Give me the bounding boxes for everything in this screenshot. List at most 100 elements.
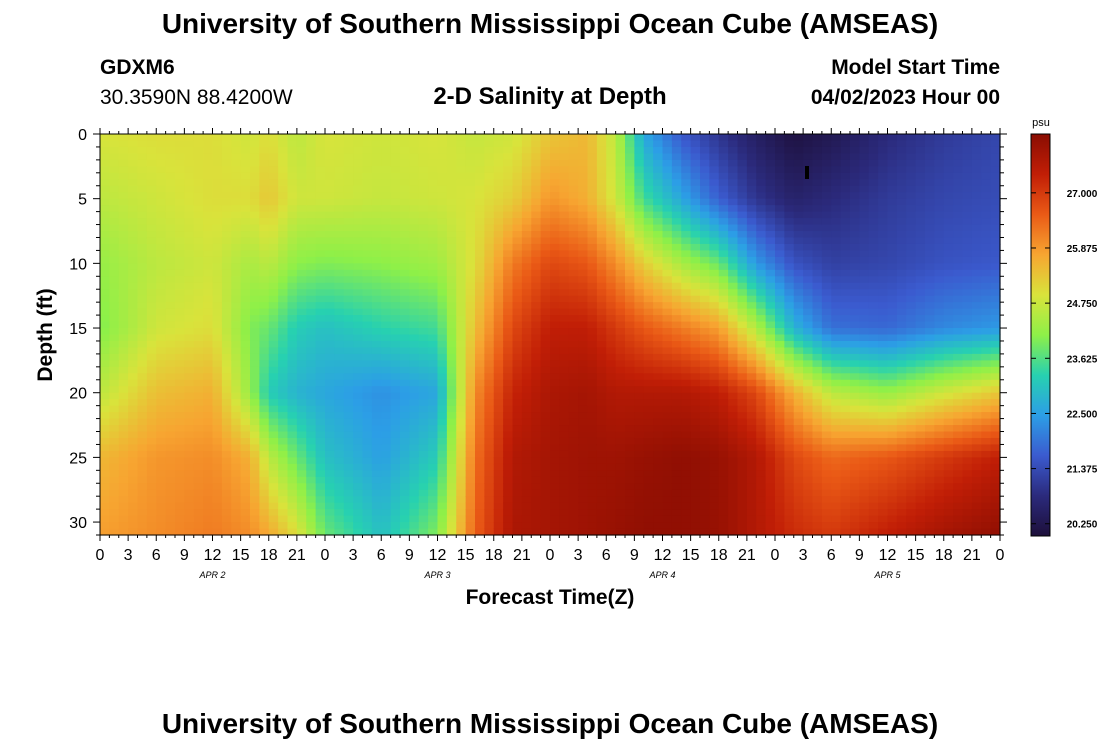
heatmap-cell [315,134,326,142]
heatmap-cell [784,276,795,284]
heatmap-cell [634,399,645,407]
heatmap-cell [343,509,354,517]
heatmap-cell [803,179,814,187]
heatmap-cell [746,457,757,465]
heatmap-cell [746,450,757,458]
heatmap-cell [775,502,785,510]
heatmap-cell [728,198,739,206]
heatmap-cell [240,231,251,239]
heatmap-cell [362,282,373,290]
heatmap-cell [278,256,289,264]
heatmap-cell [756,373,767,381]
heatmap-cell [315,496,326,504]
heatmap-cell [287,224,298,232]
heatmap-cell [831,476,842,484]
heatmap-cell [746,509,757,517]
heatmap-cell [371,289,382,297]
heatmap-cell [718,263,729,271]
heatmap-cell [540,496,551,504]
heatmap-cell [718,463,729,471]
heatmap-cell [718,231,729,239]
heatmap-cell [353,282,364,290]
heatmap-cell [381,282,392,290]
heatmap-cell [268,470,279,478]
heatmap-cell [334,140,345,148]
heatmap-cell [175,250,185,258]
heatmap-cell [587,470,598,478]
heatmap-cell [137,146,148,155]
heatmap-cell [831,528,842,536]
heatmap-cell [587,502,598,510]
heatmap-cell [287,360,298,368]
heatmap-cell [643,379,654,387]
heatmap-cell [465,470,476,478]
heatmap-cell [775,366,785,374]
heatmap-cell [643,198,654,206]
heatmap-cell [353,489,364,497]
heatmap-cell [784,218,795,226]
heatmap-cell [596,496,607,504]
heatmap-cell [334,205,345,213]
heatmap-cell [681,263,692,271]
heatmap-cell [446,515,457,523]
heatmap-cell [681,353,692,361]
heatmap-cell [596,340,607,349]
heatmap-cell [737,392,748,400]
heatmap-cell [578,237,589,245]
heatmap-cell [578,444,589,452]
heatmap-cell [765,237,776,245]
heatmap-cell [550,496,560,504]
heatmap-cell [418,457,429,465]
heatmap-cell [606,509,617,517]
heatmap-cell [100,334,110,342]
heatmap-cell [278,425,289,433]
heatmap-cell [212,185,223,193]
heatmap-cell [643,295,654,303]
heatmap-cell [737,159,748,167]
heatmap-cell [156,379,167,387]
heatmap-cell [728,528,739,536]
heatmap-cell [118,334,129,342]
heatmap-cell [465,289,476,297]
heatmap-cell [456,198,467,206]
heatmap-cell [221,334,232,342]
heatmap-cell [662,276,673,284]
heatmap-cell [578,399,589,407]
heatmap-cell [137,528,148,536]
heatmap-cell [137,509,148,517]
heatmap-cell [343,431,354,439]
heatmap-cell [709,315,720,323]
heatmap-cell [137,250,148,258]
heatmap-cell [128,418,139,426]
heatmap-cell [596,463,607,471]
heatmap-cell [484,412,495,420]
heatmap-cell [484,315,495,323]
heatmap-cell [606,366,617,374]
heatmap-cell [343,153,354,161]
heatmap-cell [793,392,804,400]
heatmap-cell [315,218,326,226]
heatmap-cell [371,295,382,303]
heatmap-cell [287,431,298,439]
heatmap-cell [306,269,317,277]
heatmap-cell [306,412,317,420]
heatmap-cell [737,366,748,374]
heatmap-cell [540,353,551,361]
heatmap-cell [306,185,317,193]
heatmap-cell [475,276,485,284]
heatmap-cell [850,146,860,155]
heatmap-cell [287,308,298,316]
heatmap-cell [193,179,204,187]
heatmap-cell [784,224,795,232]
heatmap-cell [409,418,420,426]
heatmap-cell [428,353,439,361]
heatmap-cell [578,392,589,400]
heatmap-cell [784,321,795,329]
heatmap-cell [503,250,514,258]
heatmap-cell [128,263,139,271]
heatmap-cell [231,243,242,252]
heatmap-cell [503,496,514,504]
heatmap-cell [568,179,579,187]
heatmap-cell [521,392,532,400]
heatmap-cell [446,192,457,200]
